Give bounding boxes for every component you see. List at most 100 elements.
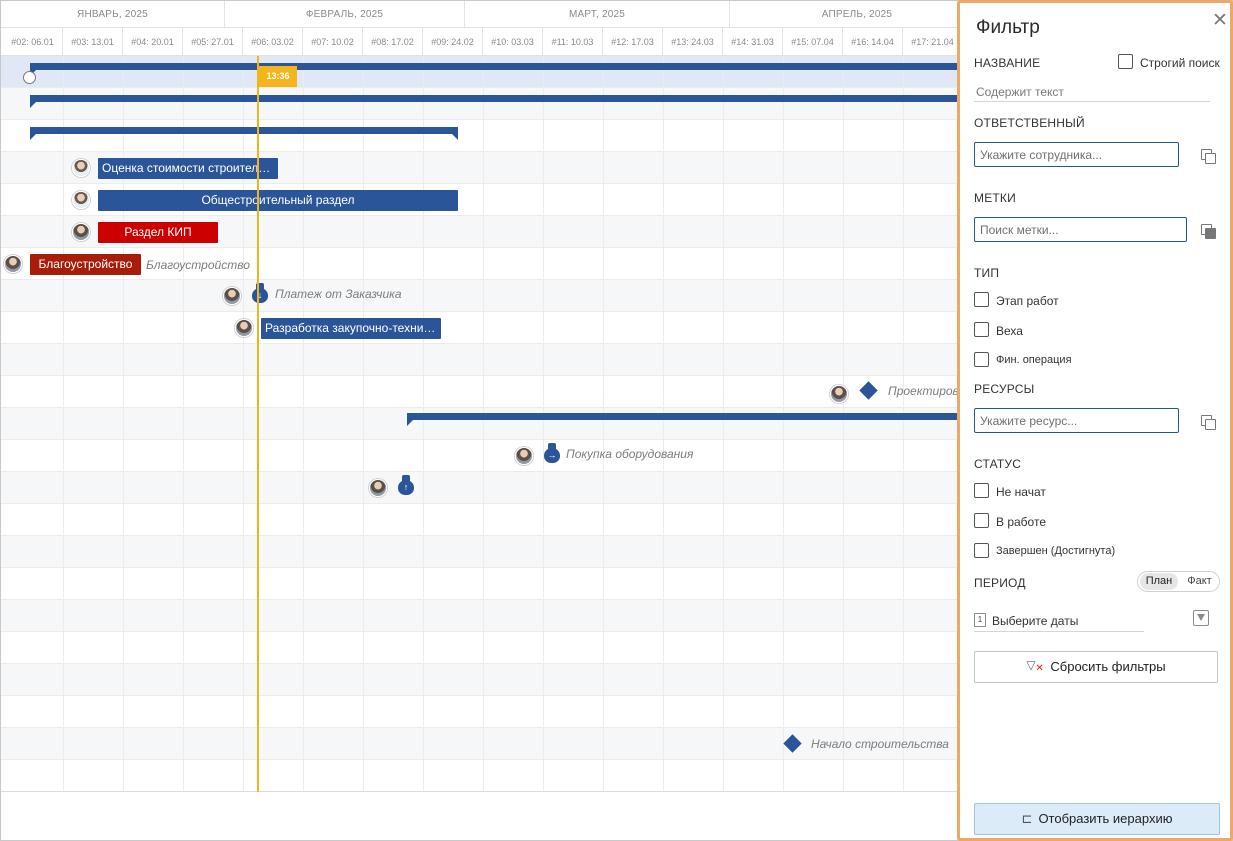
copy-icon[interactable] xyxy=(1201,149,1216,164)
type-stage-checkbox[interactable] xyxy=(974,292,989,307)
week-cell: #12: 17.03 xyxy=(603,28,663,56)
start-milestone-marker[interactable] xyxy=(23,71,36,84)
summary-bar-phase[interactable] xyxy=(30,95,970,108)
month-april: АПРЕЛЬ, 2025 xyxy=(730,1,985,28)
grid-line xyxy=(783,56,784,792)
tags-mode-icon[interactable] xyxy=(1201,224,1216,239)
task-label-equipment: Покупка оборудования xyxy=(566,447,694,461)
status-not-started-checkbox[interactable] xyxy=(974,483,989,498)
calendar-icon: 1 xyxy=(974,613,986,627)
type-section-label: ТИП xyxy=(974,266,1000,280)
gantt-row[interactable] xyxy=(1,312,1232,344)
grid-line xyxy=(603,56,604,792)
grid-line xyxy=(363,56,364,792)
responsible-input[interactable] xyxy=(974,142,1179,167)
show-hierarchy-label: Отобразить иерархию xyxy=(1038,811,1173,826)
money-bag-out-icon[interactable]: → xyxy=(543,443,561,463)
task-bar-kip[interactable]: Раздел КИП xyxy=(98,222,218,243)
grid-line xyxy=(303,56,304,792)
week-cell: #14: 31.03 xyxy=(723,28,783,56)
date-range-picker[interactable]: 1 Выберите даты xyxy=(974,612,1144,632)
grid-line xyxy=(243,56,244,792)
task-bar-procurement[interactable]: Разработка закупочно-технич... xyxy=(261,318,441,339)
tags-search-input[interactable] xyxy=(974,217,1187,242)
grid-line xyxy=(123,56,124,792)
gantt-row[interactable] xyxy=(1,568,1232,600)
name-section-label: НАЗВАНИЕ xyxy=(974,56,1041,70)
status-in-progress-label: В работе xyxy=(996,515,1047,529)
strict-search-checkbox[interactable] xyxy=(1118,54,1133,69)
gantt-row[interactable] xyxy=(1,440,1232,472)
week-cell: #03: 13.01 xyxy=(63,28,123,56)
week-cell: #04: 20.01 xyxy=(123,28,183,56)
avatar xyxy=(4,255,22,273)
task-label-construction-start: Начало строительства xyxy=(811,737,949,751)
avatar xyxy=(72,191,90,209)
task-bar-estimate[interactable]: Оценка стоимости строительс... xyxy=(98,158,278,179)
name-search-input[interactable] xyxy=(974,82,1210,102)
gantt-row[interactable] xyxy=(1,632,1232,664)
week-cell: #02: 06.01 xyxy=(3,28,63,56)
strict-search-label: Строгий поиск xyxy=(1140,56,1220,70)
summary-bar-project[interactable] xyxy=(30,63,970,76)
gantt-row[interactable] xyxy=(1,696,1232,728)
week-cell: #11: 10.03 xyxy=(543,28,603,56)
resources-input[interactable] xyxy=(974,408,1179,433)
task-label-landscaping: Благоустройство xyxy=(146,258,250,272)
resources-section-label: РЕСУРСЫ xyxy=(974,382,1035,396)
period-section-label: ПЕРИОД xyxy=(974,576,1026,590)
week-cell: #06: 03.02 xyxy=(243,28,303,56)
grid-line xyxy=(63,56,64,792)
week-cell: #17: 21.04 xyxy=(903,28,963,56)
grid-line xyxy=(723,56,724,792)
type-finance-checkbox[interactable] xyxy=(974,352,989,367)
week-cell: #08: 17.02 xyxy=(363,28,423,56)
money-bag-up-icon[interactable]: ↑ xyxy=(397,475,415,495)
avatar xyxy=(72,159,90,177)
gantt-row[interactable] xyxy=(1,376,1232,408)
type-milestone-checkbox[interactable] xyxy=(974,322,989,337)
type-finance-label: Фин. операция xyxy=(996,354,1072,366)
gantt-row[interactable] xyxy=(1,504,1232,536)
period-fact-option[interactable]: Факт xyxy=(1187,575,1212,587)
summary-bar-design[interactable] xyxy=(30,127,458,140)
gantt-row[interactable] xyxy=(1,184,1232,216)
status-completed-checkbox[interactable] xyxy=(974,543,989,558)
task-bar-landscaping[interactable]: Благоустройство xyxy=(30,254,141,275)
month-january: ЯНВАРЬ, 2025 xyxy=(1,1,225,28)
task-bar-general[interactable]: Общестроительный раздел xyxy=(98,190,458,211)
grid-line xyxy=(483,56,484,792)
close-icon[interactable]: ✕ xyxy=(1212,10,1228,31)
month-february: ФЕВРАЛЬ, 2025 xyxy=(225,1,465,28)
plan-fact-toggle[interactable]: План Факт xyxy=(1137,571,1220,592)
avatar xyxy=(235,319,253,337)
grid-line xyxy=(423,56,424,792)
filter-panel: Фильтр ✕ НАЗВАНИЕ Строгий поиск ОТВЕТСТВ… xyxy=(957,0,1233,841)
money-bag-in-icon[interactable]: ↓ xyxy=(251,283,269,303)
today-line xyxy=(257,56,259,792)
gantt-row[interactable] xyxy=(1,248,1232,280)
avatar xyxy=(223,287,241,305)
week-cell: #05: 27.01 xyxy=(183,28,243,56)
avatar xyxy=(72,223,90,241)
period-plan-option[interactable]: План xyxy=(1140,573,1178,590)
filter-funnel-icon[interactable] xyxy=(1193,610,1209,626)
copy-icon[interactable] xyxy=(1201,415,1216,430)
today-time-badge: 13:36 xyxy=(259,66,297,87)
week-cell: #09: 24.02 xyxy=(423,28,483,56)
clear-filter-icon: ▽ ✕ xyxy=(1026,658,1044,674)
task-label-payment: Платеж от Заказчика xyxy=(275,287,402,301)
week-cell: #10: 03.03 xyxy=(483,28,543,56)
gantt-row[interactable] xyxy=(1,120,1232,152)
reset-filters-button[interactable]: ▽ ✕ Сбросить фильтры xyxy=(974,651,1218,683)
summary-bar-construction[interactable] xyxy=(407,413,970,426)
show-hierarchy-button[interactable]: ⊏ Отобразить иерархию xyxy=(974,803,1220,835)
filter-title: Фильтр xyxy=(976,17,1040,38)
grid-line xyxy=(843,56,844,792)
week-cell: #13: 24.03 xyxy=(663,28,723,56)
gantt-bottom-border xyxy=(1,791,1232,792)
date-range-placeholder: Выберите даты xyxy=(992,614,1079,628)
status-in-progress-checkbox[interactable] xyxy=(974,513,989,528)
responsible-section-label: ОТВЕТСТВЕННЫЙ xyxy=(974,116,1085,130)
type-stage-label: Этап работ xyxy=(996,294,1059,308)
